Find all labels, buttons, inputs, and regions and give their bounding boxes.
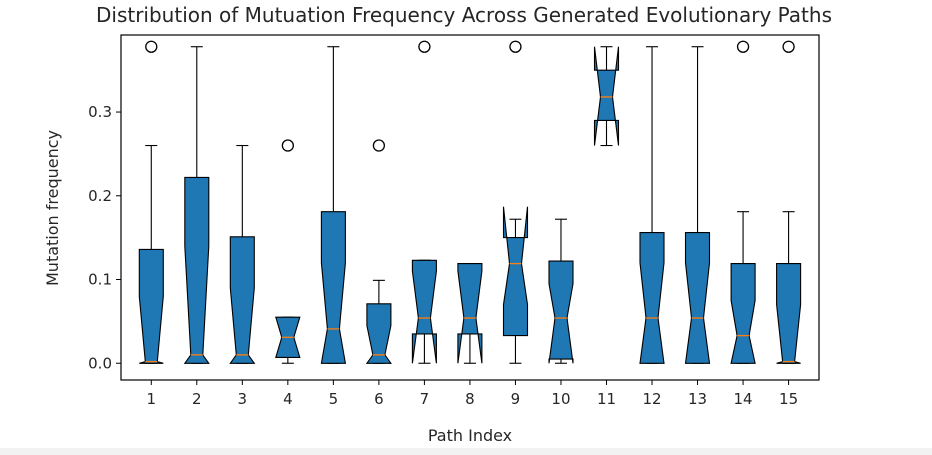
box-group-14 bbox=[730, 40, 756, 364]
box-body bbox=[457, 263, 483, 364]
box-body bbox=[548, 260, 574, 364]
box-group-12 bbox=[639, 46, 665, 364]
box-group-2 bbox=[183, 46, 210, 364]
outlier-point bbox=[736, 40, 750, 53]
outlier-point bbox=[782, 40, 795, 53]
box-body bbox=[684, 232, 711, 364]
x-tick-label: 3 bbox=[238, 390, 248, 408]
box-group-1 bbox=[138, 40, 164, 364]
box-body bbox=[639, 232, 665, 364]
box-group-13 bbox=[684, 46, 711, 364]
y-tick-label: 0.2 bbox=[88, 187, 112, 205]
box-body bbox=[776, 263, 802, 364]
outlier-point bbox=[281, 139, 294, 152]
box-group-9 bbox=[502, 40, 529, 364]
box-group-6 bbox=[365, 139, 392, 364]
box-group-7 bbox=[411, 40, 437, 364]
box-group-3 bbox=[229, 144, 256, 364]
y-tick-label: 0.0 bbox=[88, 354, 112, 372]
x-tick-label: 10 bbox=[551, 390, 570, 408]
box-group-5 bbox=[320, 46, 347, 364]
x-tick-label: 1 bbox=[146, 390, 156, 408]
box-body bbox=[229, 236, 256, 364]
outlier-point bbox=[418, 40, 431, 53]
box-group-4 bbox=[275, 139, 301, 364]
y-tick-label: 0.3 bbox=[88, 103, 112, 121]
box-body bbox=[411, 259, 437, 364]
x-tick-label: 4 bbox=[283, 390, 293, 408]
x-axis: 1 2 3 4 5 6 7 8 9 10 11 12 13 14 15 bbox=[146, 380, 798, 408]
y-axis: 0.0 0.1 0.2 0.3 bbox=[88, 103, 121, 372]
x-tick-label: 5 bbox=[329, 390, 339, 408]
plot-area bbox=[138, 40, 802, 364]
x-tick-label: 13 bbox=[688, 390, 707, 408]
box-body bbox=[183, 176, 210, 364]
box-body bbox=[365, 303, 392, 364]
x-tick-label: 12 bbox=[642, 390, 661, 408]
box-group-15 bbox=[776, 40, 802, 364]
x-tick-label: 8 bbox=[465, 390, 475, 408]
box-body bbox=[730, 263, 756, 364]
chart-title: Distribution of Mutuation Frequency Acro… bbox=[96, 3, 832, 27]
box-group-10 bbox=[548, 218, 574, 364]
box-body bbox=[593, 46, 620, 146]
box-group-8 bbox=[457, 263, 483, 364]
x-tick-label: 9 bbox=[511, 390, 521, 408]
outlier-point bbox=[372, 139, 386, 152]
box-body bbox=[320, 211, 347, 364]
x-axis-label: Path Index bbox=[428, 426, 512, 445]
box-body bbox=[138, 248, 164, 364]
outlier-point bbox=[509, 40, 522, 53]
x-tick-label: 14 bbox=[734, 390, 753, 408]
x-tick-label: 6 bbox=[374, 390, 384, 408]
box-group-11 bbox=[593, 46, 620, 147]
x-tick-label: 15 bbox=[779, 390, 798, 408]
y-axis-label: Mutation frequency bbox=[43, 130, 62, 286]
y-tick-label: 0.1 bbox=[88, 271, 112, 289]
x-tick-label: 7 bbox=[420, 390, 430, 408]
bottom-strip bbox=[0, 448, 932, 455]
x-tick-label: 11 bbox=[597, 390, 616, 408]
outlier-point bbox=[145, 40, 158, 53]
x-tick-label: 2 bbox=[192, 390, 202, 408]
box-body bbox=[502, 206, 529, 337]
